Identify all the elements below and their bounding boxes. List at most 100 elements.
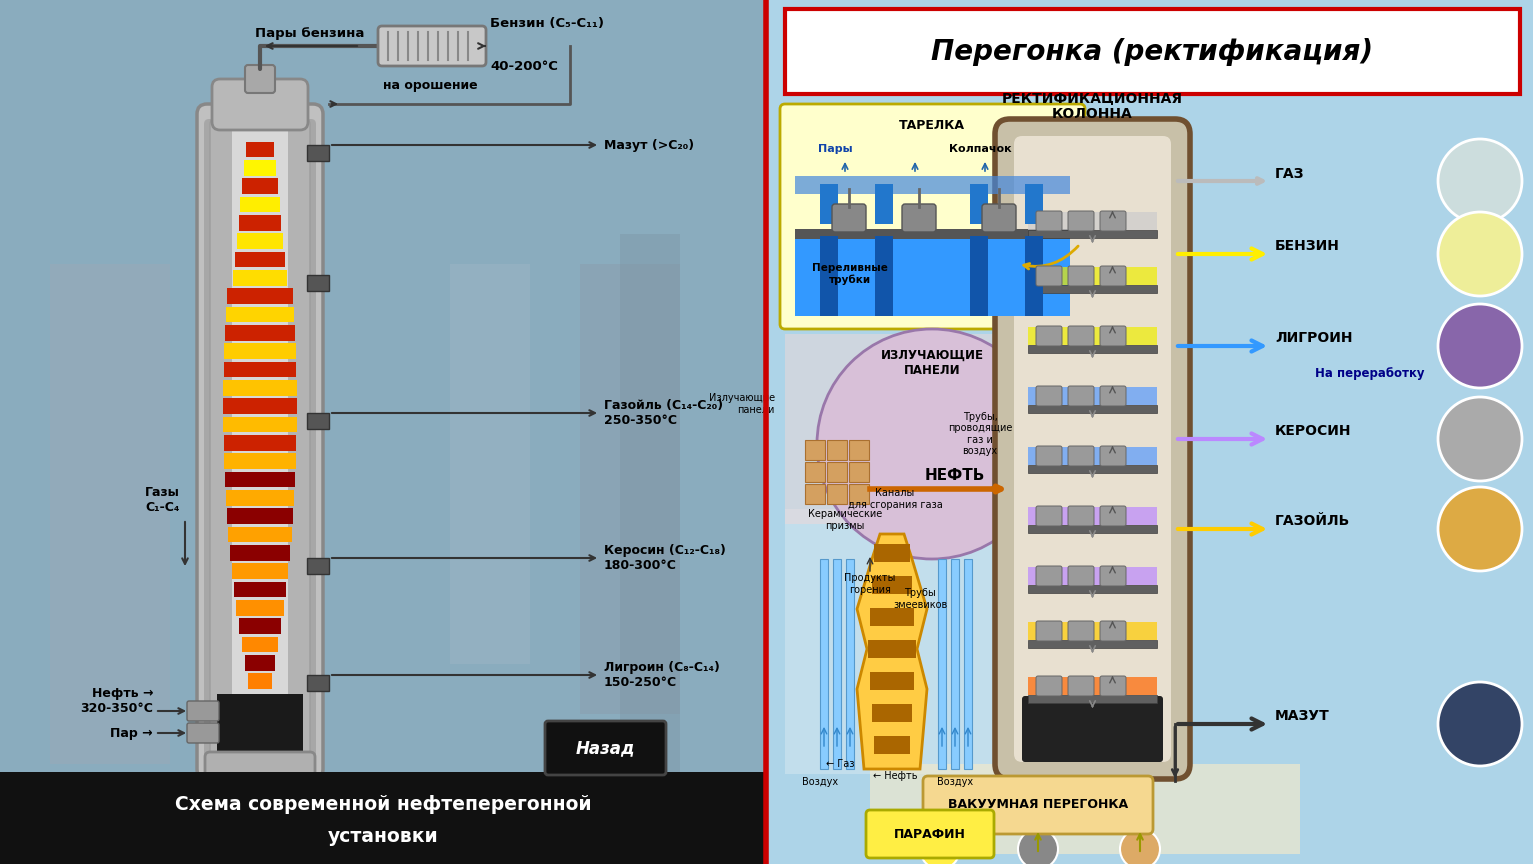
Text: Продукты
горения: Продукты горения [845, 573, 895, 594]
FancyBboxPatch shape [205, 752, 314, 792]
Circle shape [1438, 304, 1522, 388]
FancyBboxPatch shape [242, 179, 277, 194]
Text: РЕКТИФИКАЦИОННАЯ
КОЛОННА: РЕКТИФИКАЦИОННАЯ КОЛОННА [1003, 91, 1183, 121]
FancyBboxPatch shape [379, 26, 486, 66]
FancyBboxPatch shape [233, 270, 287, 286]
FancyBboxPatch shape [1026, 236, 1042, 316]
FancyBboxPatch shape [1029, 567, 1157, 585]
Polygon shape [874, 736, 911, 754]
Circle shape [1438, 212, 1522, 296]
FancyBboxPatch shape [849, 484, 869, 504]
FancyBboxPatch shape [832, 559, 842, 769]
FancyBboxPatch shape [849, 462, 869, 482]
FancyBboxPatch shape [212, 79, 308, 130]
Circle shape [817, 329, 1047, 559]
Polygon shape [872, 704, 912, 722]
FancyBboxPatch shape [1036, 266, 1062, 286]
Text: Газойль (С₁₄-С₂₀)
250-350°С: Газойль (С₁₄-С₂₀) 250-350°С [604, 399, 724, 427]
FancyBboxPatch shape [820, 236, 839, 316]
FancyBboxPatch shape [875, 184, 894, 224]
FancyBboxPatch shape [846, 559, 854, 769]
FancyBboxPatch shape [1029, 465, 1157, 473]
FancyBboxPatch shape [236, 233, 284, 249]
Text: Лигроин (С₈-С₁₄)
150-250°С: Лигроин (С₈-С₁₄) 150-250°С [604, 661, 721, 689]
FancyBboxPatch shape [579, 264, 681, 714]
FancyBboxPatch shape [805, 462, 825, 482]
FancyBboxPatch shape [785, 509, 1006, 774]
Text: Воздух: Воздух [802, 777, 839, 787]
Polygon shape [857, 534, 927, 769]
Polygon shape [872, 576, 912, 594]
Text: Трубы
змеевиков: Трубы змеевиков [892, 588, 947, 610]
FancyBboxPatch shape [1029, 345, 1157, 353]
FancyBboxPatch shape [1029, 267, 1157, 285]
FancyBboxPatch shape [224, 416, 297, 432]
FancyBboxPatch shape [307, 145, 330, 161]
FancyBboxPatch shape [245, 65, 274, 93]
FancyBboxPatch shape [938, 559, 946, 769]
FancyBboxPatch shape [785, 334, 1081, 524]
Text: Воздух: Воздух [937, 777, 973, 787]
Text: Пары бензина: Пары бензина [256, 28, 365, 41]
FancyBboxPatch shape [796, 176, 1070, 194]
FancyBboxPatch shape [225, 325, 296, 340]
FancyBboxPatch shape [1029, 327, 1157, 345]
Circle shape [1121, 829, 1160, 864]
FancyBboxPatch shape [780, 104, 1085, 329]
FancyBboxPatch shape [826, 484, 848, 504]
FancyBboxPatch shape [1029, 640, 1157, 648]
Text: Нефть →
320-350°С: Нефть → 320-350°С [80, 687, 153, 715]
FancyBboxPatch shape [1036, 211, 1062, 231]
Circle shape [1438, 397, 1522, 481]
FancyBboxPatch shape [239, 619, 281, 634]
FancyBboxPatch shape [451, 264, 530, 664]
FancyBboxPatch shape [1029, 695, 1157, 703]
FancyBboxPatch shape [1036, 676, 1062, 696]
Text: Керосин (С₁₂-С₁₈)
180-300°С: Керосин (С₁₂-С₁₈) 180-300°С [604, 544, 725, 572]
FancyBboxPatch shape [546, 721, 665, 775]
FancyBboxPatch shape [1029, 622, 1157, 640]
Text: БЕНЗИН: БЕНЗИН [1275, 239, 1340, 253]
Text: НЕФТЬ: НЕФТЬ [924, 468, 986, 484]
FancyBboxPatch shape [1029, 585, 1157, 593]
Circle shape [920, 829, 960, 864]
FancyBboxPatch shape [1101, 506, 1127, 526]
FancyBboxPatch shape [224, 398, 297, 414]
FancyBboxPatch shape [1101, 211, 1127, 231]
FancyBboxPatch shape [826, 440, 848, 460]
Text: ГАЗ: ГАЗ [1275, 167, 1305, 181]
Text: установки: установки [328, 827, 438, 846]
FancyBboxPatch shape [871, 764, 1300, 854]
Polygon shape [0, 0, 766, 864]
FancyBboxPatch shape [901, 204, 937, 232]
FancyBboxPatch shape [242, 637, 279, 652]
Text: МАЗУТ: МАЗУТ [1275, 709, 1329, 723]
Text: Переливные
трубки: Переливные трубки [812, 263, 888, 285]
FancyBboxPatch shape [239, 215, 282, 231]
FancyBboxPatch shape [1029, 525, 1157, 533]
FancyBboxPatch shape [1069, 621, 1095, 641]
Text: Излучающие
панели: Излучающие панели [708, 393, 776, 415]
FancyBboxPatch shape [227, 508, 293, 524]
Text: ГАЗОЙЛЬ: ГАЗОЙЛЬ [1275, 514, 1351, 528]
FancyBboxPatch shape [244, 160, 276, 175]
FancyBboxPatch shape [210, 119, 310, 759]
Circle shape [1438, 139, 1522, 223]
FancyBboxPatch shape [288, 119, 316, 764]
FancyBboxPatch shape [1069, 676, 1095, 696]
FancyBboxPatch shape [1101, 446, 1127, 466]
FancyBboxPatch shape [619, 234, 681, 784]
FancyBboxPatch shape [224, 362, 296, 378]
Text: ← Газ: ← Газ [826, 759, 854, 769]
Text: Колпачок: Колпачок [949, 144, 1012, 154]
FancyBboxPatch shape [227, 289, 293, 304]
FancyBboxPatch shape [1069, 566, 1095, 586]
Text: Схема современной нефтеперегонной: Схема современной нефтеперегонной [175, 795, 592, 814]
FancyBboxPatch shape [1026, 184, 1042, 224]
FancyBboxPatch shape [826, 462, 848, 482]
Text: Перегонка (ректификация): Перегонка (ректификация) [931, 38, 1374, 66]
FancyBboxPatch shape [796, 236, 1070, 316]
FancyBboxPatch shape [1069, 506, 1095, 526]
FancyBboxPatch shape [235, 581, 287, 597]
FancyBboxPatch shape [785, 9, 1521, 94]
